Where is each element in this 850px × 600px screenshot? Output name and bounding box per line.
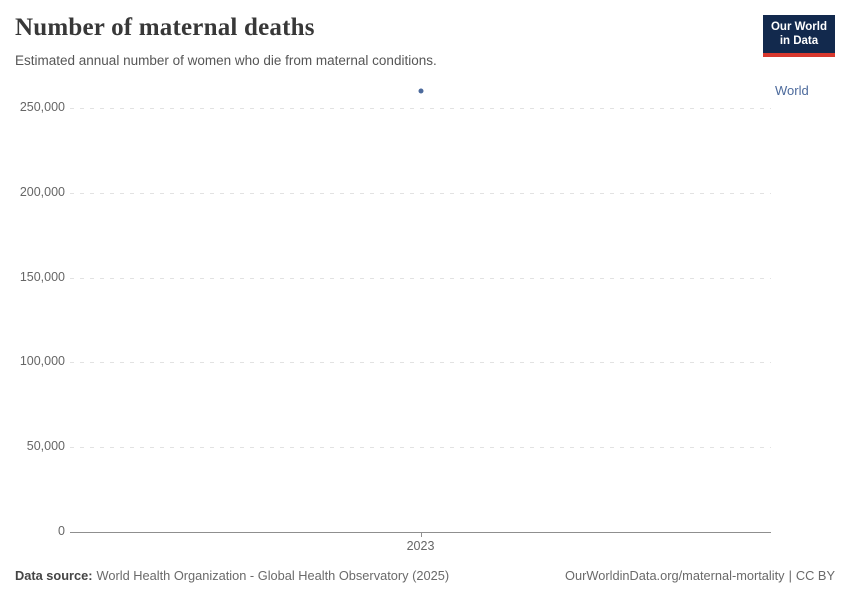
data-point-world[interactable] <box>418 88 423 94</box>
footer-links: OurWorldinData.org/maternal-mortality | CC… <box>565 568 835 583</box>
data-source: Data source: World Health Organization - … <box>15 568 449 583</box>
gridline <box>70 362 771 363</box>
data-source-label: Data source: <box>15 568 93 583</box>
chart-subtitle: Estimated annual number of women who die… <box>15 53 437 68</box>
y-axis-tick-label: 200,000 <box>19 185 65 199</box>
gridline <box>70 108 771 109</box>
y-axis-tick-label: 100,000 <box>19 354 65 368</box>
legend-world-label[interactable]: World <box>775 83 809 99</box>
data-source-text: World Health Organization - Global Healt… <box>96 568 450 583</box>
owid-url-link[interactable]: OurWorldinData.org/maternal-mortality <box>565 568 785 583</box>
gridline <box>70 447 771 448</box>
gridline <box>70 278 771 279</box>
footer-separator: | <box>788 568 792 583</box>
x-axis-tick-label: 2023 <box>406 539 435 553</box>
owid-logo-line2: in Data <box>779 35 819 48</box>
chart-footer: Data source: World Health Organization - … <box>15 568 835 583</box>
y-axis-tick-label: 0 <box>58 524 65 538</box>
y-axis-tick-label: 150,000 <box>19 270 65 284</box>
y-axis-tick-label: 250,000 <box>19 100 65 114</box>
gridline <box>70 193 771 194</box>
owid-logo[interactable]: Our World in Data <box>762 15 835 57</box>
x-axis-tick <box>421 532 422 537</box>
license-link[interactable]: CC BY <box>795 568 835 583</box>
owid-logo-line1: Our World <box>770 21 827 33</box>
page-title: Number of maternal deaths <box>15 14 315 41</box>
x-axis-line <box>70 532 771 533</box>
y-axis-tick-label: 50,000 <box>26 439 65 453</box>
